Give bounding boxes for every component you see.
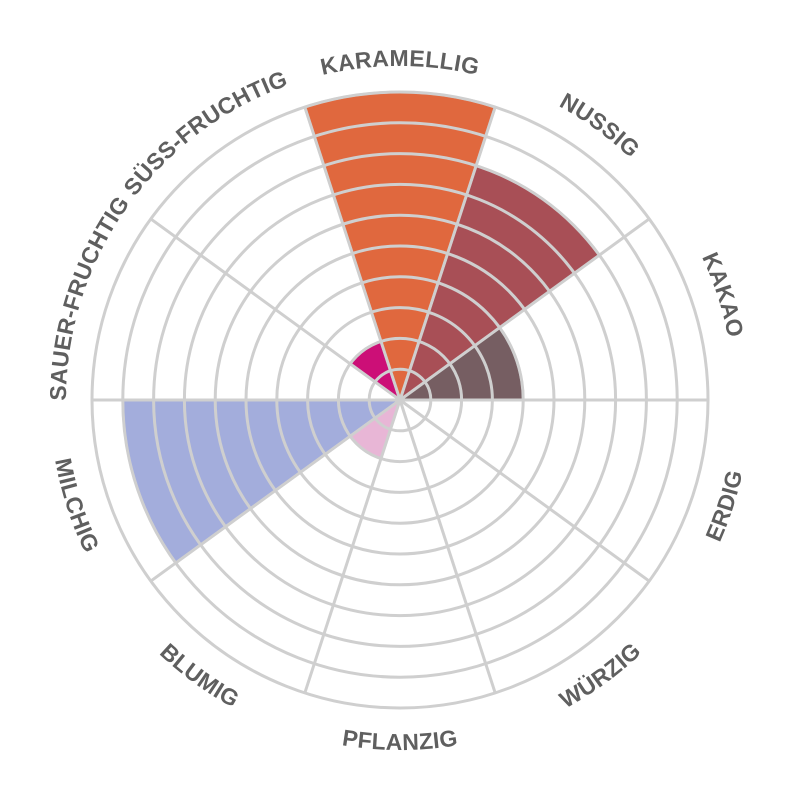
axis-label-nussig: NUSSIG [556,88,645,163]
axis-label-erdig: ERDIG [700,467,747,544]
grid-spoke [303,399,402,694]
axis-label-w-rzig: WÜRZIG [555,637,646,713]
axis-label-kakao: KAKAO [697,248,749,339]
grid-spoke [398,106,497,401]
grid-spoke [399,398,651,583]
grid-spoke [303,106,402,401]
grid-spoke [149,217,401,402]
axis-label-milchig: MILCHIG [50,456,105,556]
grid-spoke [149,398,401,583]
axis-label-sauer-fruchtig: SAUER-FRUCHTIG [45,191,134,401]
grid-layer [90,90,710,710]
axis-label-blumig: BLUMIG [155,638,244,712]
grid-spoke [399,217,651,402]
axis-label-s-ss-fruchtig: SÜSS-FRUCHTIG [118,65,290,200]
axis-label-karamellig: KARAMELLIG [318,45,482,80]
axis-label-pflanzig: PFLANZIG [341,724,459,755]
grid-spoke [398,399,497,694]
